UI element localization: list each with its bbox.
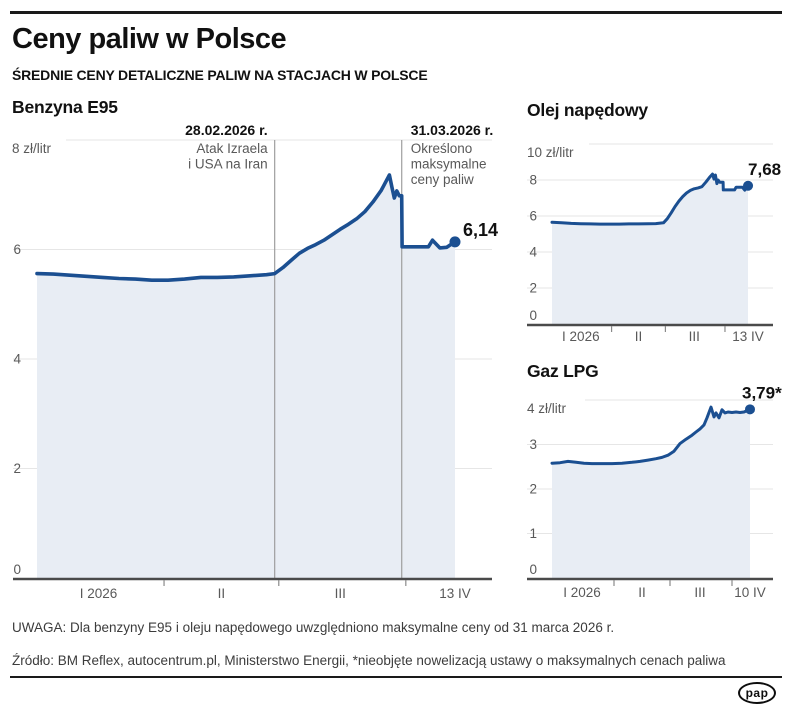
y-axis-unit-label: 8 zł/litr	[12, 141, 52, 156]
page-subtitle: ŚREDNIE CENY DETALICZNE PALIW NA STACJAC…	[12, 67, 428, 83]
end-value-label: 7,68	[748, 160, 781, 179]
end-value-label: 3,79*	[742, 385, 782, 402]
y-axis-label: 6	[529, 209, 537, 224]
x-axis-label: III	[694, 585, 705, 600]
end-dot	[745, 404, 755, 415]
price-line	[550, 172, 750, 226]
annotation-date: 28.02.2026 r.	[185, 122, 268, 138]
page-title: Ceny paliw w Polsce	[12, 23, 287, 55]
price-line	[35, 173, 457, 282]
end-dot	[449, 236, 461, 248]
pap-logo-text: pap	[745, 686, 769, 700]
annotation-text: i USA na Iran	[188, 157, 268, 172]
y-axis-label: 3	[529, 437, 537, 452]
y-axis-label: 1	[529, 526, 537, 541]
chart-title-gaz-lpg: Gaz LPG	[527, 361, 599, 381]
y-axis-label: 0	[13, 562, 21, 577]
y-axis-unit-label: 10 zł/litr	[527, 145, 574, 160]
x-axis-label: I 2026	[80, 586, 118, 601]
x-axis-label: 10 IV	[734, 585, 766, 600]
annotation-text: ceny paliw	[411, 172, 474, 187]
x-axis-label: III	[689, 329, 700, 344]
x-axis-label: II	[638, 585, 646, 600]
y-axis-label: 6	[13, 242, 21, 257]
x-axis-label: 13 IV	[439, 586, 471, 601]
end-dot	[743, 180, 754, 191]
x-axis-label: I 2026	[562, 329, 600, 344]
y-axis-label: 2	[529, 281, 537, 296]
y-axis-label: 4	[529, 245, 537, 260]
x-axis-label: II	[635, 329, 643, 344]
annotation-date: 31.03.2026 r.	[411, 122, 494, 138]
chart-title-benzyna-e95: Benzyna E95	[12, 97, 118, 117]
annotation-text: maksymalne	[411, 157, 487, 172]
y-axis-label: 0	[529, 308, 537, 323]
chart-title-olej-napedowy: Olej napędowy	[527, 100, 648, 120]
note-text: UWAGA: Dla benzyny E95 i oleju napędoweg…	[12, 620, 615, 635]
y-axis-label: 0	[529, 562, 537, 577]
annotation-text: Atak Izraela	[196, 141, 268, 156]
x-axis-label: I 2026	[563, 585, 601, 600]
y-axis-label: 2	[529, 482, 537, 497]
x-axis-label: II	[218, 586, 226, 601]
top-rule	[10, 11, 782, 14]
pap-logo: pap	[738, 682, 776, 704]
x-axis-label: 13 IV	[732, 329, 764, 344]
area-fill	[37, 175, 455, 578]
annotation-text: Określono	[411, 141, 473, 156]
y-axis-label: 4	[13, 352, 21, 367]
price-line	[550, 405, 752, 466]
y-axis-label: 8	[529, 173, 537, 188]
y-axis-unit-label: 4 zł/litr	[527, 401, 567, 416]
x-axis-label: III	[335, 586, 346, 601]
area-fill	[552, 407, 750, 578]
source-text: Źródło: BM Reflex, autocentrum.pl, Minis…	[12, 653, 726, 668]
area-fill	[552, 174, 748, 324]
bottom-rule	[10, 676, 782, 678]
end-value-label: 6,14	[463, 220, 498, 240]
y-axis-label: 2	[13, 461, 21, 476]
